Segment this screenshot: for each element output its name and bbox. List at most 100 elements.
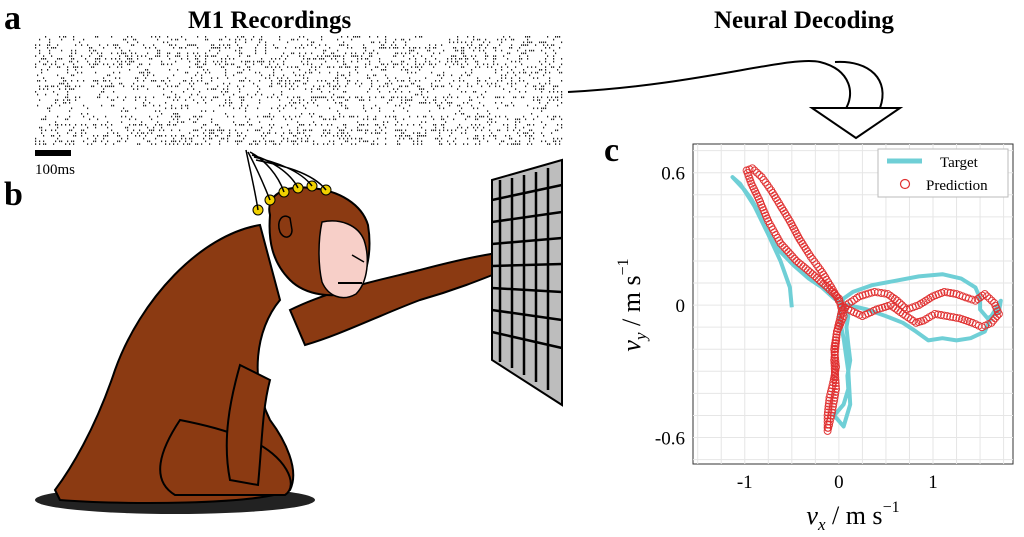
- spike-mark: [223, 44, 225, 46]
- spike-mark: [81, 132, 83, 134]
- spike-mark: [309, 58, 311, 60]
- spike-mark: [153, 74, 155, 77]
- spike-mark: [185, 137, 187, 140]
- spike-mark: [495, 85, 497, 88]
- spike-mark: [349, 66, 351, 68]
- spike-mark: [237, 44, 239, 46]
- spike-mark: [351, 38, 353, 41]
- spike-mark: [261, 93, 263, 96]
- spike-mark: [451, 74, 453, 77]
- spike-mark: [293, 102, 295, 104]
- spike-mark: [219, 38, 221, 41]
- spike-mark: [137, 132, 139, 134]
- spike-mark: [299, 132, 301, 134]
- spike-mark: [339, 55, 341, 57]
- spike-mark: [247, 129, 249, 132]
- spike-mark: [545, 58, 547, 60]
- spike-mark: [39, 99, 41, 101]
- spike-mark: [483, 49, 485, 52]
- spike-mark: [505, 77, 507, 79]
- spike-mark: [281, 126, 283, 129]
- spike-mark: [471, 44, 473, 46]
- spike-mark: [465, 60, 467, 63]
- spike-mark: [253, 36, 255, 38]
- spike-mark: [321, 96, 323, 99]
- spike-mark: [133, 88, 135, 90]
- spike-mark: [557, 137, 559, 140]
- spike-mark: [203, 63, 205, 66]
- spike-mark: [159, 85, 161, 88]
- spike-mark: [503, 124, 505, 126]
- series-prediction-point: [834, 294, 843, 303]
- spike-mark: [49, 49, 51, 52]
- spike-mark: [163, 41, 165, 44]
- spike-mark: [393, 66, 395, 68]
- spike-mark: [191, 140, 193, 143]
- spike-mark: [251, 143, 253, 145]
- spike-mark: [81, 55, 83, 57]
- spike-mark: [503, 55, 505, 57]
- spike-mark: [291, 66, 293, 68]
- spike-mark: [489, 85, 491, 88]
- spike-mark: [393, 47, 395, 49]
- spike-mark: [439, 132, 441, 134]
- spike-mark: [367, 118, 369, 121]
- spike-mark: [141, 124, 143, 126]
- spike-mark: [43, 143, 45, 145]
- spike-mark: [521, 44, 523, 46]
- spike-mark: [247, 93, 249, 96]
- spike-mark: [335, 55, 337, 57]
- spike-mark: [61, 49, 63, 52]
- spike-mark: [397, 140, 399, 143]
- spike-mark: [241, 124, 243, 126]
- spike-mark: [159, 135, 161, 137]
- spike-mark: [429, 49, 431, 52]
- spike-mark: [89, 55, 91, 57]
- series-prediction-point: [823, 283, 832, 292]
- spike-mark: [529, 36, 531, 38]
- spike-mark: [509, 135, 511, 137]
- spike-mark: [211, 47, 213, 49]
- spike-mark: [239, 135, 241, 137]
- series-prediction-point: [828, 405, 837, 414]
- series-prediction-point: [831, 379, 840, 388]
- series-prediction-point: [831, 344, 840, 353]
- touch-grid-screen: [491, 158, 563, 407]
- spike-mark: [145, 96, 147, 99]
- spike-mark: [343, 96, 345, 99]
- spike-mark: [303, 55, 305, 57]
- spike-mark: [399, 137, 401, 140]
- spike-mark: [425, 47, 427, 49]
- spike-mark: [401, 69, 403, 71]
- spike-mark: [227, 115, 229, 118]
- spike-mark: [107, 85, 109, 88]
- spike-mark: [413, 47, 415, 49]
- spike-mark: [187, 88, 189, 90]
- spike-mark: [441, 102, 443, 104]
- spike-mark: [313, 58, 315, 60]
- spike-mark: [533, 132, 535, 134]
- spike-mark: [141, 63, 143, 66]
- spike-mark: [301, 140, 303, 143]
- spike-mark: [235, 49, 237, 52]
- spike-mark: [497, 96, 499, 99]
- spike-mark: [137, 41, 139, 44]
- spike-mark: [313, 143, 315, 145]
- spike-mark: [51, 129, 53, 132]
- spike-mark: [405, 85, 407, 88]
- spike-mark: [435, 85, 437, 88]
- spike-mark: [553, 99, 555, 101]
- spike-mark: [373, 143, 375, 145]
- spike-mark: [203, 99, 205, 101]
- spike-mark: [305, 71, 307, 74]
- spike-mark: [555, 143, 557, 145]
- spike-mark: [269, 60, 271, 63]
- spike-mark: [465, 129, 467, 132]
- spike-mark: [149, 63, 151, 66]
- spike-mark: [251, 124, 253, 126]
- spike-mark: [185, 71, 187, 74]
- spike-mark: [385, 66, 387, 68]
- spike-mark: [553, 137, 555, 140]
- spike-mark: [465, 41, 467, 44]
- spike-mark: [523, 96, 525, 99]
